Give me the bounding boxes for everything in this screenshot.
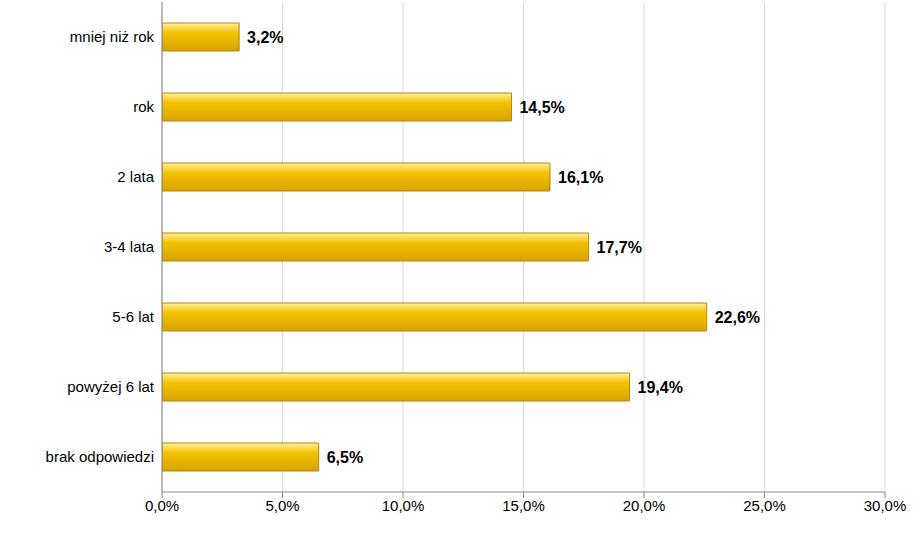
svg-text:5-6 lat: 5-6 lat xyxy=(112,308,155,325)
svg-text:14,5%: 14,5% xyxy=(519,99,564,116)
svg-text:2 lata: 2 lata xyxy=(117,168,154,185)
svg-text:10,0%: 10,0% xyxy=(382,497,425,514)
svg-text:6,5%: 6,5% xyxy=(327,449,363,466)
svg-text:15,0%: 15,0% xyxy=(502,497,545,514)
svg-text:3-4 lata: 3-4 lata xyxy=(104,238,155,255)
svg-text:19,4%: 19,4% xyxy=(638,379,683,396)
svg-text:5,0%: 5,0% xyxy=(265,497,299,514)
svg-text:16,1%: 16,1% xyxy=(558,169,603,186)
svg-text:mniej niż rok: mniej niż rok xyxy=(70,28,155,45)
svg-text:3,2%: 3,2% xyxy=(247,29,283,46)
svg-text:rok: rok xyxy=(133,98,154,115)
svg-text:20,0%: 20,0% xyxy=(623,497,666,514)
svg-text:brak odpowiedzi: brak odpowiedzi xyxy=(46,448,154,465)
svg-text:30,0%: 30,0% xyxy=(864,497,907,514)
svg-text:powyżej 6 lat: powyżej 6 lat xyxy=(67,378,155,395)
svg-text:17,7%: 17,7% xyxy=(597,239,642,256)
svg-text:22,6%: 22,6% xyxy=(715,309,760,326)
svg-text:0,0%: 0,0% xyxy=(145,497,179,514)
svg-text:25,0%: 25,0% xyxy=(743,497,786,514)
